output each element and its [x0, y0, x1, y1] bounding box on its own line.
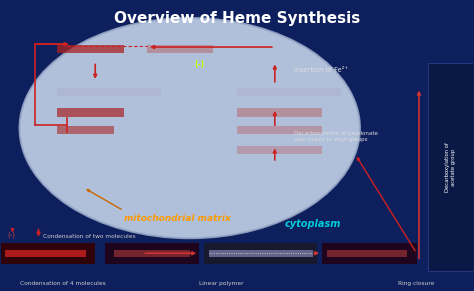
Bar — [204, 242, 318, 264]
Bar — [237, 126, 322, 134]
Bar — [327, 250, 407, 257]
Text: Decarboxylation of
acetate group: Decarboxylation of acetate group — [446, 142, 456, 192]
Bar — [57, 109, 124, 116]
Text: Condensation of 4 molecules: Condensation of 4 molecules — [19, 281, 105, 285]
Text: Insertion of Fe²⁺: Insertion of Fe²⁺ — [294, 67, 348, 73]
Ellipse shape — [19, 18, 360, 238]
Bar — [5, 250, 86, 257]
Text: Overview of Heme Synthesis: Overview of Heme Synthesis — [114, 11, 360, 26]
Bar — [147, 45, 213, 53]
Bar — [57, 45, 124, 53]
Bar — [57, 126, 114, 134]
Text: Ring closure: Ring closure — [398, 281, 434, 285]
Bar — [428, 63, 474, 272]
Bar — [105, 242, 199, 264]
Bar — [57, 88, 161, 96]
Text: Decarboxylation of propionate
side chains to vinyl groups: Decarboxylation of propionate side chain… — [294, 131, 378, 142]
Bar — [237, 109, 322, 116]
Text: (-): (-) — [194, 60, 204, 69]
Text: mitochondrial matrix: mitochondrial matrix — [124, 214, 230, 223]
Bar — [237, 146, 322, 154]
Text: (-): (-) — [7, 232, 15, 238]
Bar — [114, 250, 190, 257]
Bar — [237, 88, 341, 96]
Text: cytoplasm: cytoplasm — [284, 219, 341, 229]
Text: Condensation of two molecules: Condensation of two molecules — [43, 234, 136, 239]
Bar — [322, 242, 417, 264]
Bar — [209, 250, 313, 257]
Text: Linear polymer: Linear polymer — [199, 281, 244, 285]
Bar — [0, 242, 95, 264]
